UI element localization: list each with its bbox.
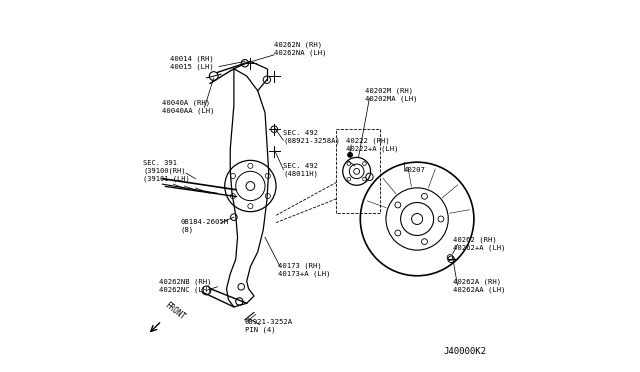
Circle shape — [230, 173, 236, 179]
Text: 40202M (RH)
40202MA (LH): 40202M (RH) 40202MA (LH) — [365, 88, 417, 102]
Circle shape — [248, 163, 253, 169]
Text: 40173 (RH)
40173+A (LH): 40173 (RH) 40173+A (LH) — [278, 262, 330, 277]
Text: SEC. 492
(48011H): SEC. 492 (48011H) — [284, 163, 318, 176]
Text: 08184-2605M
(8): 08184-2605M (8) — [180, 219, 228, 233]
Text: 40262NB (RH)
40262NC (LH): 40262NB (RH) 40262NC (LH) — [159, 278, 212, 293]
Text: 40014 (RH)
40015 (LH): 40014 (RH) 40015 (LH) — [170, 56, 214, 70]
Text: 08921-3252A
PIN (4): 08921-3252A PIN (4) — [245, 319, 293, 333]
Text: 40040A (RH)
40040AA (LH): 40040A (RH) 40040AA (LH) — [162, 100, 214, 115]
Circle shape — [246, 182, 255, 190]
Circle shape — [347, 152, 353, 158]
Circle shape — [265, 193, 270, 199]
Text: 40262A (RH)
40262AA (LH): 40262A (RH) 40262AA (LH) — [452, 278, 505, 293]
Text: SEC. 391
(39100(RH)
(39101 (LH): SEC. 391 (39100(RH) (39101 (LH) — [143, 160, 190, 182]
Text: 40222 (RH)
40222+A (LH): 40222 (RH) 40222+A (LH) — [346, 138, 398, 152]
Text: 40207: 40207 — [404, 167, 426, 173]
Text: 40262 (RH)
40262+A (LH): 40262 (RH) 40262+A (LH) — [452, 237, 505, 251]
Text: SEC. 492
(08921-3258A): SEC. 492 (08921-3258A) — [284, 129, 340, 144]
Text: J40000K2: J40000K2 — [444, 347, 487, 356]
Text: FRONT: FRONT — [163, 300, 187, 321]
Circle shape — [265, 173, 270, 179]
Text: 40262N (RH)
40262NA (LH): 40262N (RH) 40262NA (LH) — [274, 41, 326, 56]
Circle shape — [230, 193, 236, 199]
Circle shape — [354, 169, 360, 174]
Circle shape — [248, 203, 253, 209]
